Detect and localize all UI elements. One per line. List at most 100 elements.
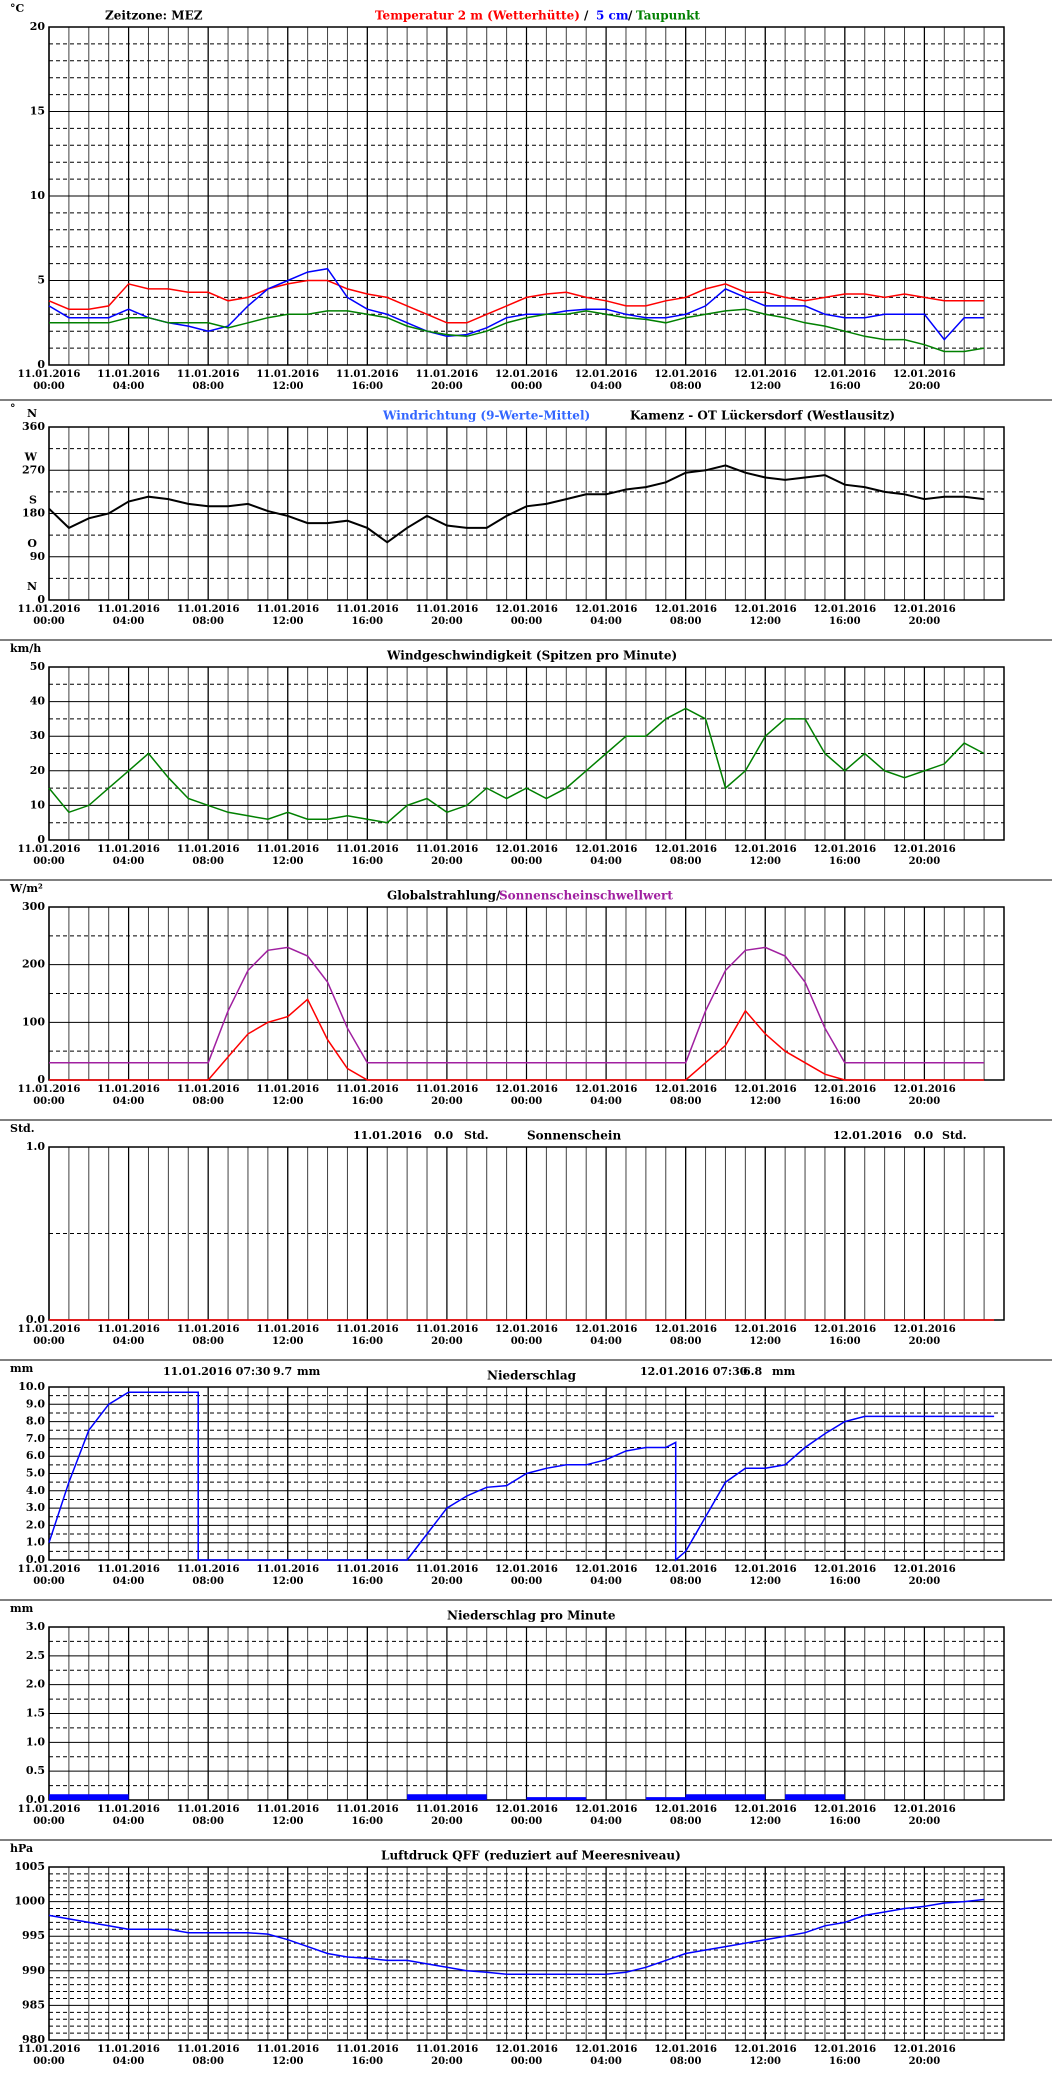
x-tick-label: 11.01.2016 08:00 bbox=[176, 2044, 240, 2067]
x-tick-label: 12.01.2016 04:00 bbox=[574, 369, 638, 392]
x-tick-label: 12.01.2016 00:00 bbox=[495, 1324, 558, 1347]
x-tick-label: 11.01.2016 20:00 bbox=[415, 1084, 479, 1107]
x-tick-label: 12.01.2016 04:00 bbox=[574, 1804, 638, 1827]
x-tick-label: 11.01.2016 00:00 bbox=[17, 369, 81, 392]
direction-label: N bbox=[27, 580, 37, 593]
y-tick-label: 0.0 bbox=[26, 1313, 45, 1326]
y-tick-label: 100 bbox=[22, 1015, 45, 1028]
x-tick-label: 11.01.2016 04:00 bbox=[97, 844, 160, 867]
x-tick-label: 11.01.2016 20:00 bbox=[415, 604, 479, 627]
y-tick-label: 995 bbox=[22, 1929, 45, 1942]
x-tick-label: 12.01.2016 04:00 bbox=[574, 844, 638, 867]
x-tick-label: 11.01.2016 16:00 bbox=[336, 604, 399, 627]
x-tick-label: 12.01.2016 12:00 bbox=[733, 2044, 797, 2067]
y-tick-label: 985 bbox=[22, 1998, 45, 2011]
plot-frame bbox=[48, 1866, 1005, 2041]
y-tick-label: 0 bbox=[37, 1073, 45, 1086]
chart-title: Sonnenschein bbox=[527, 1129, 621, 1143]
bar bbox=[546, 1797, 567, 1800]
x-tick-label: 11.01.2016 16:00 bbox=[336, 1084, 399, 1107]
bar bbox=[685, 1794, 706, 1800]
x-tick-label: 11.01.2016 16:00 bbox=[336, 2044, 399, 2067]
x-tick-label: 12.01.2016 12:00 bbox=[733, 1804, 797, 1827]
bar bbox=[824, 1794, 845, 1800]
title-part: Globalstrahlung/ bbox=[387, 889, 501, 903]
x-tick-label: 11.01.2016 20:00 bbox=[415, 2044, 479, 2067]
bar bbox=[645, 1797, 666, 1800]
x-tick-label: 11.01.2016 00:00 bbox=[17, 1324, 81, 1347]
bar bbox=[526, 1797, 547, 1800]
x-tick-label: 12.01.2016 04:00 bbox=[574, 1564, 638, 1587]
direction-label: S bbox=[29, 494, 37, 507]
series-line bbox=[48, 267, 985, 341]
y-tick-label: 2.0 bbox=[26, 1678, 45, 1691]
y-tick-label: 300 bbox=[22, 900, 45, 913]
chart-title: Niederschlag pro Minute bbox=[447, 1609, 616, 1623]
y-unit: km/h bbox=[10, 642, 41, 655]
y-tick-label: 7.0 bbox=[26, 1432, 45, 1445]
series-line bbox=[48, 707, 985, 824]
x-tick-label: 11.01.2016 16:00 bbox=[336, 1564, 399, 1587]
x-tick-label: 11.01.2016 04:00 bbox=[97, 2044, 160, 2067]
sum-date: 12.01.2016 bbox=[833, 1129, 902, 1142]
x-tick-label: 12.01.2016 12:00 bbox=[733, 1564, 797, 1587]
title-part: Sonnenscheinschwellwert bbox=[499, 889, 673, 903]
y-tick-label: 1.0 bbox=[26, 1735, 45, 1748]
bar bbox=[785, 1794, 806, 1800]
bar bbox=[68, 1794, 89, 1800]
y-tick-label: 1005 bbox=[14, 1860, 45, 1873]
x-tick-label: 12.01.2016 16:00 bbox=[813, 1804, 877, 1827]
x-tick-label: 12.01.2016 00:00 bbox=[495, 1804, 558, 1827]
x-tick-label: 12.01.2016 16:00 bbox=[813, 2044, 877, 2067]
y-tick-label: 8.0 bbox=[26, 1415, 45, 1428]
series-line bbox=[49, 998, 985, 1081]
x-tick-label: 12.01.2016 08:00 bbox=[654, 2044, 717, 2067]
x-tick-label: 12.01.2016 04:00 bbox=[574, 1324, 638, 1347]
x-tick-label: 11.01.2016 08:00 bbox=[176, 1804, 240, 1827]
x-tick-label: 11.01.2016 16:00 bbox=[336, 844, 399, 867]
x-tick-label: 12.01.2016 00:00 bbox=[495, 1084, 558, 1107]
x-tick-label: 12.01.2016 04:00 bbox=[574, 1084, 638, 1107]
sum-value: 6.8 bbox=[743, 1365, 762, 1378]
chart-title: Niederschlag bbox=[487, 1369, 577, 1383]
y-tick-label: 3.0 bbox=[26, 1501, 45, 1514]
x-tick-label: 11.01.2016 04:00 bbox=[97, 1564, 160, 1587]
y-tick-label: 0 bbox=[37, 593, 45, 606]
x-tick-label: 11.01.2016 20:00 bbox=[415, 369, 479, 392]
x-tick-label: 11.01.2016 12:00 bbox=[256, 369, 320, 392]
title-part: 5 cm bbox=[596, 9, 629, 23]
x-tick-label: 11.01.2016 08:00 bbox=[176, 1564, 240, 1587]
y-tick-label: 1.0 bbox=[26, 1536, 45, 1549]
y-unit: mm bbox=[10, 1602, 34, 1615]
y-tick-label: 10.0 bbox=[18, 1380, 45, 1393]
sum-date: 11.01.2016 bbox=[353, 1129, 422, 1142]
x-tick-label: 12.01.2016 00:00 bbox=[495, 604, 558, 627]
y-tick-label: 0.5 bbox=[26, 1764, 45, 1777]
x-tick-label: 12.01.2016 20:00 bbox=[893, 604, 956, 627]
y-tick-label: 0.0 bbox=[26, 1553, 45, 1566]
x-tick-label: 12.01.2016 20:00 bbox=[893, 1084, 956, 1107]
chart-title: Windgeschwindigkeit (Spitzen pro Minute) bbox=[386, 649, 677, 663]
x-tick-label: 12.01.2016 20:00 bbox=[893, 1324, 956, 1347]
x-tick-label: 12.01.2016 08:00 bbox=[654, 604, 717, 627]
x-tick-label: 12.01.2016 08:00 bbox=[654, 844, 717, 867]
direction-label: N bbox=[27, 407, 37, 420]
x-tick-label: 11.01.2016 00:00 bbox=[17, 2044, 81, 2067]
x-tick-label: 11.01.2016 04:00 bbox=[97, 1324, 160, 1347]
y-tick-label: 360 bbox=[22, 420, 45, 433]
x-tick-label: 11.01.2016 16:00 bbox=[336, 1324, 399, 1347]
x-tick-label: 12.01.2016 12:00 bbox=[733, 1084, 797, 1107]
x-tick-label: 11.01.2016 20:00 bbox=[415, 1564, 479, 1587]
direction-label: O bbox=[27, 537, 37, 550]
sum-value: 0.0 bbox=[434, 1129, 453, 1142]
y-tick-label: 5.0 bbox=[26, 1467, 45, 1480]
x-tick-label: 12.01.2016 12:00 bbox=[733, 369, 797, 392]
y-tick-label: 3.0 bbox=[26, 1620, 45, 1633]
bar bbox=[705, 1794, 726, 1800]
series-line bbox=[48, 1898, 985, 1976]
y-unit: Std. bbox=[10, 1122, 35, 1135]
x-tick-label: 12.01.2016 20:00 bbox=[893, 1564, 956, 1587]
x-tick-label: 11.01.2016 20:00 bbox=[415, 844, 479, 867]
y-tick-label: 180 bbox=[22, 507, 45, 520]
y-tick-label: 0 bbox=[37, 358, 45, 371]
